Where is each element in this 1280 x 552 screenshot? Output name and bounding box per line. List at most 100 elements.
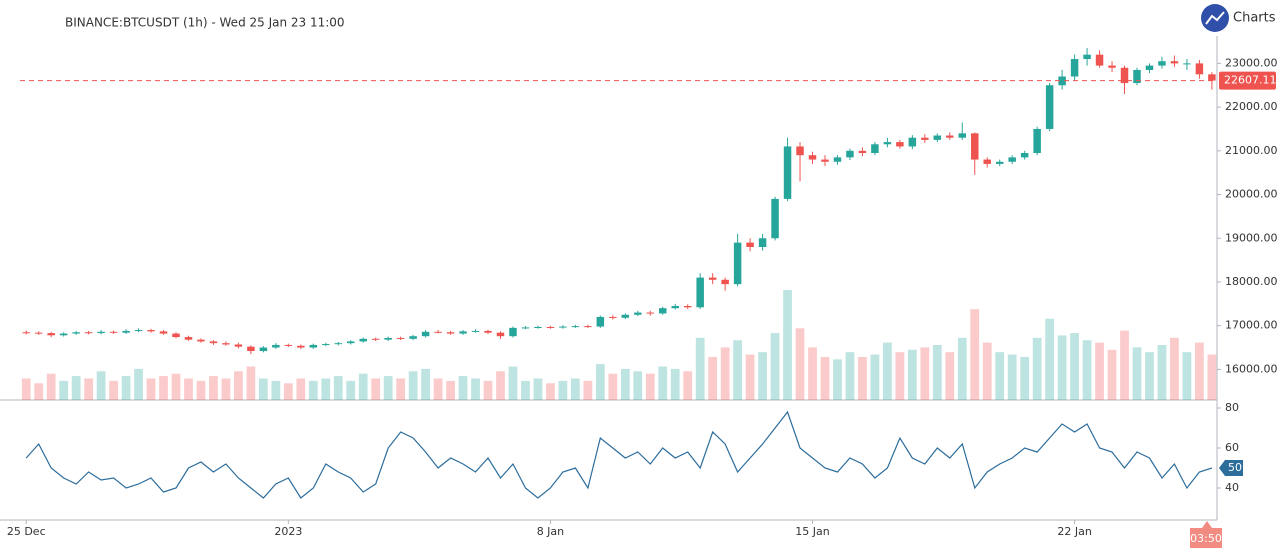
candle-body [159, 331, 168, 334]
volume-bar [171, 373, 181, 400]
volume-bar [333, 376, 343, 400]
candle-body [1195, 63, 1204, 75]
candle-body [1020, 153, 1029, 158]
volume-bar [396, 378, 406, 400]
volume-bar [1182, 352, 1192, 400]
candle-body [733, 242, 742, 285]
volume-bar [1157, 345, 1167, 400]
volume-bar [358, 373, 368, 400]
volume-bar [346, 380, 356, 400]
candle-body [833, 157, 842, 162]
volume-bar [271, 380, 281, 400]
candle-body [1158, 61, 1166, 66]
time-tick-label: 2023 [274, 525, 302, 538]
volume-bar [833, 359, 842, 400]
candle-body [559, 326, 567, 328]
countdown-box [1190, 521, 1222, 548]
candle-body [995, 161, 1004, 164]
candle-body [371, 338, 380, 340]
candle-body [421, 331, 430, 337]
candle-body [983, 159, 991, 164]
volume-bar [508, 366, 518, 400]
volume-bar [571, 378, 580, 400]
candle-body [671, 306, 679, 309]
volume-bar [184, 378, 193, 400]
candle-body [309, 344, 318, 348]
candle-body [97, 331, 105, 334]
candle-body [459, 331, 467, 334]
volume-bar [1195, 342, 1204, 400]
volume-bar [608, 373, 618, 400]
volume-bar [134, 368, 143, 400]
candle-body [858, 150, 867, 154]
volume-bar [1020, 356, 1030, 400]
volume-bar [34, 383, 44, 400]
volume-bar [895, 352, 905, 400]
candle-body [971, 133, 979, 160]
volume-bar [695, 337, 705, 400]
volume-bar [720, 347, 730, 400]
volume-bar [84, 378, 94, 400]
countdown-label: 03:50 [1190, 532, 1222, 545]
candle-body [1070, 59, 1079, 77]
volume-bar [883, 342, 892, 400]
candle-body [908, 137, 917, 147]
volume-bar [196, 380, 206, 400]
candle-body [72, 332, 80, 334]
candle-body [22, 332, 30, 334]
volume-bar [296, 378, 306, 400]
price-tick-label: 18000.00 [1225, 275, 1278, 288]
chart-title: BINANCE:BTCUSDT (1h) - Wed 25 Jan 23 11:… [65, 16, 345, 30]
candle-body [34, 332, 43, 334]
price-tick-label: 19000.00 [1225, 231, 1278, 244]
volume-bar [1207, 354, 1217, 400]
candle-body [646, 312, 655, 314]
candle-body [109, 331, 118, 333]
volume-bar [1107, 349, 1117, 400]
volume-bar [733, 340, 742, 400]
candle-body [846, 150, 854, 158]
logo-text: Charts p [1233, 11, 1280, 26]
volume-bar [421, 368, 430, 400]
candle-body [871, 144, 879, 154]
candle-body [496, 332, 505, 337]
candle-body [683, 306, 692, 308]
candle-body [184, 337, 193, 340]
volume-bar [159, 376, 168, 400]
candle-body [84, 332, 93, 334]
volume-bar [59, 380, 69, 400]
candle-body [1183, 63, 1191, 65]
candle-body [359, 338, 367, 342]
indicator-tick-label: 80 [1225, 401, 1239, 414]
volume-bar [808, 347, 817, 400]
volume-bar [970, 309, 980, 400]
candle-body [758, 238, 767, 247]
candle-body [571, 326, 580, 328]
volume-bar [383, 376, 393, 400]
candle-body [322, 344, 330, 346]
volume-bar [858, 356, 867, 400]
volume-bar [283, 383, 293, 400]
volume-bar [683, 371, 693, 400]
last-price-box [1219, 71, 1276, 90]
candle-body [1170, 61, 1179, 64]
price-tick-label: 17000.00 [1225, 319, 1278, 332]
candle-body [234, 344, 243, 347]
volume-bar [433, 378, 443, 400]
candle-body [1083, 54, 1091, 60]
candle-body [1045, 85, 1054, 129]
volume-bar [583, 380, 593, 400]
volume-bar [945, 352, 955, 400]
price-tick-label: 16000.00 [1225, 362, 1278, 375]
candle-body [1145, 65, 1154, 70]
candle-body [596, 316, 605, 327]
volume-bar [483, 380, 493, 400]
candle-body [1133, 69, 1141, 84]
candle-body [546, 326, 555, 328]
candle-body [1208, 74, 1216, 81]
indicator-line [25, 410, 1213, 499]
indicator-last-label: 50 [1228, 461, 1242, 474]
time-tick-label: 22 Jan [1057, 525, 1091, 538]
volume-bar [471, 378, 480, 400]
